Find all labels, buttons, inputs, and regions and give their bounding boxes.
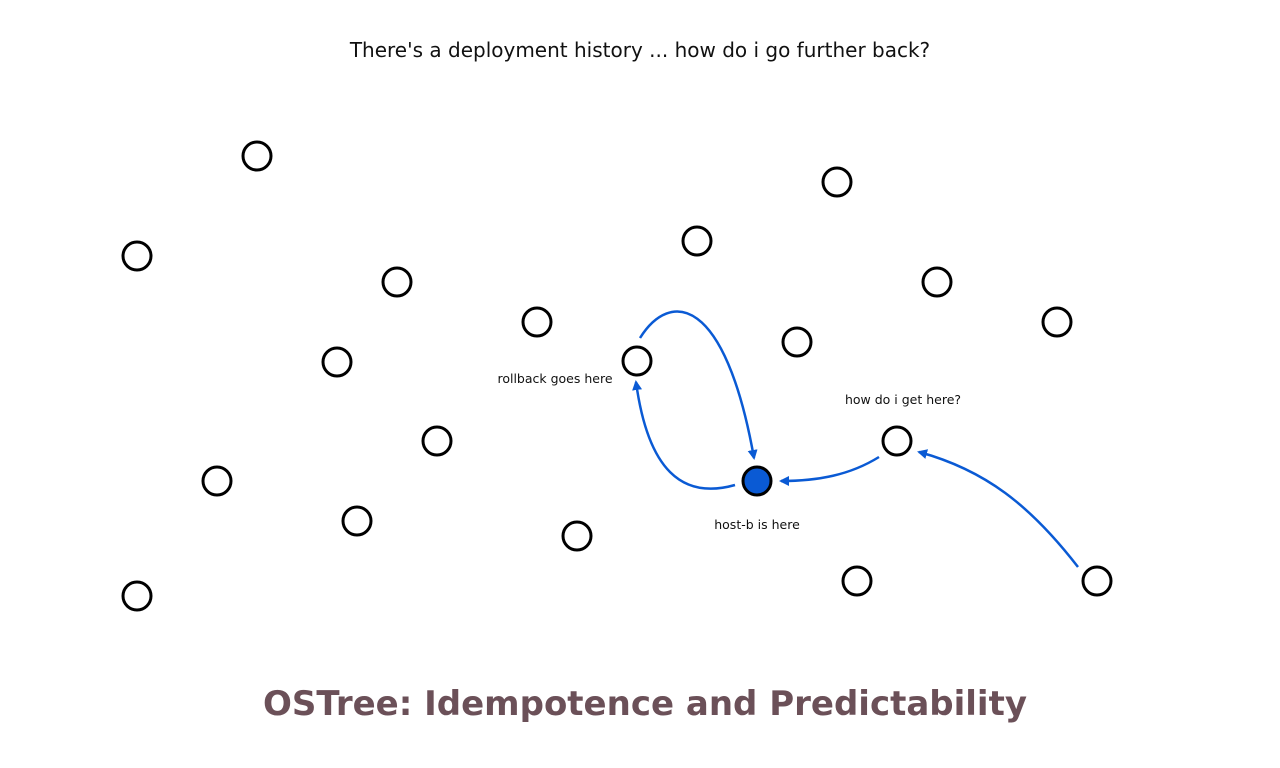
- deployment-node-n15: [1041, 306, 1073, 338]
- edge-target-to-current: [779, 455, 880, 486]
- deployment-node-n5: [321, 346, 353, 378]
- edges-layer: [632, 310, 1079, 568]
- deployment-node-rollback: [621, 345, 653, 377]
- deployment-node-n8: [341, 505, 373, 537]
- deployment-node-n10: [561, 520, 593, 552]
- deployment-node-n19: [841, 565, 873, 597]
- target-label: how do i get here?: [845, 392, 961, 407]
- deployment-node-n1: [241, 140, 273, 172]
- nodes-layer: [121, 140, 1113, 612]
- deployment-node-n9: [121, 580, 153, 612]
- deployment-node-n12: [681, 225, 713, 257]
- deployment-node-n3: [381, 266, 413, 298]
- current-label: host-b is here: [714, 517, 800, 532]
- deployment-node-n2: [121, 240, 153, 272]
- deployment-node-origin: [1081, 565, 1113, 597]
- deployment-node-n14: [921, 266, 953, 298]
- deployment-node-n13: [821, 166, 853, 198]
- deployment-node-n6: [421, 425, 453, 457]
- rollback-label: rollback goes here: [497, 371, 612, 386]
- current-deployment-node: [741, 465, 773, 497]
- deployment-node-target: [881, 425, 913, 457]
- labels-layer: rollback goes here how do i get here? host…: [497, 371, 961, 532]
- deployment-node-n16: [781, 326, 813, 358]
- slide-subtitle: There's a deployment history ... how do …: [349, 38, 931, 62]
- edge-current-to-rollback: [632, 380, 736, 490]
- slide-title: OSTree: Idempotence and Predictability: [262, 684, 1028, 724]
- deployment-node-n7: [201, 465, 233, 497]
- edge-rollback-to-current: [638, 310, 758, 460]
- deployment-node-n4: [521, 306, 553, 338]
- edge-origin-to-target: [917, 449, 1079, 568]
